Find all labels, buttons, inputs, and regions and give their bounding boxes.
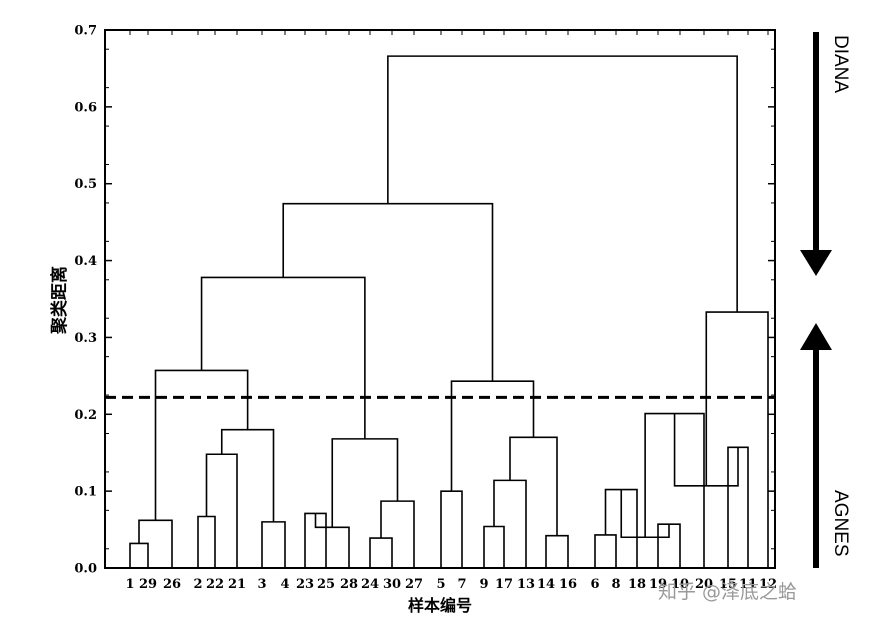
dendrogram-merge bbox=[727, 446, 749, 568]
leaf-label: 15 bbox=[719, 577, 737, 592]
leaf-label: 28 bbox=[340, 577, 358, 592]
diana-arrow bbox=[800, 32, 832, 276]
leaf-label: 1 bbox=[125, 577, 134, 592]
leaf-label: 10 bbox=[671, 577, 689, 592]
leaf-label: 23 bbox=[296, 577, 314, 592]
y-tick-label: 0.7 bbox=[74, 24, 97, 39]
dendrogram-merge bbox=[138, 519, 173, 568]
watermark-text: 知乎 @泽底之蛤 bbox=[658, 581, 797, 603]
agnes-label: AGNES bbox=[830, 490, 851, 557]
y-axis-label: 聚类距离 bbox=[49, 266, 70, 335]
y-tick-label: 0.1 bbox=[74, 485, 97, 500]
leaf-label: 29 bbox=[139, 577, 157, 592]
dendrogram-merge bbox=[261, 521, 286, 568]
y-tick-label: 0.3 bbox=[74, 331, 97, 346]
dendrogram-merge bbox=[545, 534, 569, 568]
leaf-label: 8 bbox=[611, 577, 620, 592]
dendrogram-merge bbox=[705, 311, 769, 568]
leaf-label: 4 bbox=[280, 577, 289, 592]
dendrogram-merge bbox=[657, 523, 681, 568]
leaf-label: 2 bbox=[193, 577, 202, 592]
y-tick-label: 0.6 bbox=[74, 100, 97, 115]
dendrogram-merge bbox=[440, 490, 463, 568]
leaf-label: 7 bbox=[457, 577, 466, 592]
dendrogram-merge bbox=[493, 479, 527, 568]
x-axis-label: 样本编号 bbox=[408, 596, 472, 615]
leaf-label: 6 bbox=[590, 577, 599, 592]
dendrogram-merge bbox=[380, 500, 415, 568]
dendrogram-merge bbox=[220, 428, 275, 522]
plot-frame bbox=[104, 29, 776, 569]
leaf-label: 17 bbox=[495, 577, 513, 592]
leaf-label: 12 bbox=[759, 577, 777, 592]
dendrogram-merge bbox=[594, 534, 617, 568]
leaf-label: 21 bbox=[228, 577, 246, 592]
leaf-label: 19 bbox=[649, 577, 667, 592]
dendrogram-merge bbox=[282, 202, 494, 382]
agnes-arrow bbox=[800, 323, 832, 568]
leaf-label: 27 bbox=[405, 577, 423, 592]
dendrogram-merge bbox=[483, 525, 505, 568]
leaf-label: 22 bbox=[206, 577, 224, 592]
leaf-label: 30 bbox=[383, 577, 401, 592]
dendrogram-merge bbox=[509, 436, 558, 536]
dendrogram-merge bbox=[197, 515, 216, 568]
diana-label: DIANA bbox=[830, 35, 851, 93]
dendrogram-merge bbox=[129, 542, 149, 568]
leaf-label: 18 bbox=[628, 577, 646, 592]
leaf-label: 3 bbox=[257, 577, 266, 592]
dendrogram-merge bbox=[673, 413, 739, 487]
leaf-label: 24 bbox=[361, 577, 379, 592]
x-axis-leaf-labels: 1 29 26 2 22 21 3 4 23 25 28 24 30 27 5 7 9 17 13 14 16 6 8 18 1… bbox=[125, 577, 777, 592]
dendrogram-merge bbox=[644, 412, 705, 568]
leaf-label: 11 bbox=[739, 577, 757, 592]
y-tick-label: 0.0 bbox=[74, 562, 97, 577]
dendrogram-merge bbox=[154, 369, 249, 521]
dendrogram-merge bbox=[387, 55, 738, 313]
dendrogram-merge bbox=[331, 438, 399, 528]
dendrogram-merge bbox=[314, 513, 350, 568]
dendrogram-merge bbox=[369, 537, 393, 568]
y-tick-label: 0.2 bbox=[74, 408, 97, 423]
y-tick-label: 0.5 bbox=[74, 177, 97, 192]
leaf-label: 26 bbox=[163, 577, 181, 592]
y-axis-ticks: 0.0 0.1 0.2 0.3 0.4 0.5 0.6 0.7 bbox=[74, 24, 775, 577]
leaf-label: 9 bbox=[479, 577, 488, 592]
leaf-label: 25 bbox=[317, 577, 335, 592]
y-tick-label: 0.4 bbox=[74, 254, 97, 269]
dendrogram-merge bbox=[304, 512, 327, 568]
leaf-label: 16 bbox=[559, 577, 577, 592]
leaf-label: 20 bbox=[695, 577, 713, 592]
leaf-label: 13 bbox=[517, 577, 535, 592]
leaf-label: 5 bbox=[436, 577, 445, 592]
dendrogram-merge bbox=[200, 276, 366, 439]
dendrogram-merge bbox=[205, 453, 238, 568]
dendrogram-branches bbox=[129, 55, 769, 568]
leaf-label: 14 bbox=[537, 577, 555, 592]
